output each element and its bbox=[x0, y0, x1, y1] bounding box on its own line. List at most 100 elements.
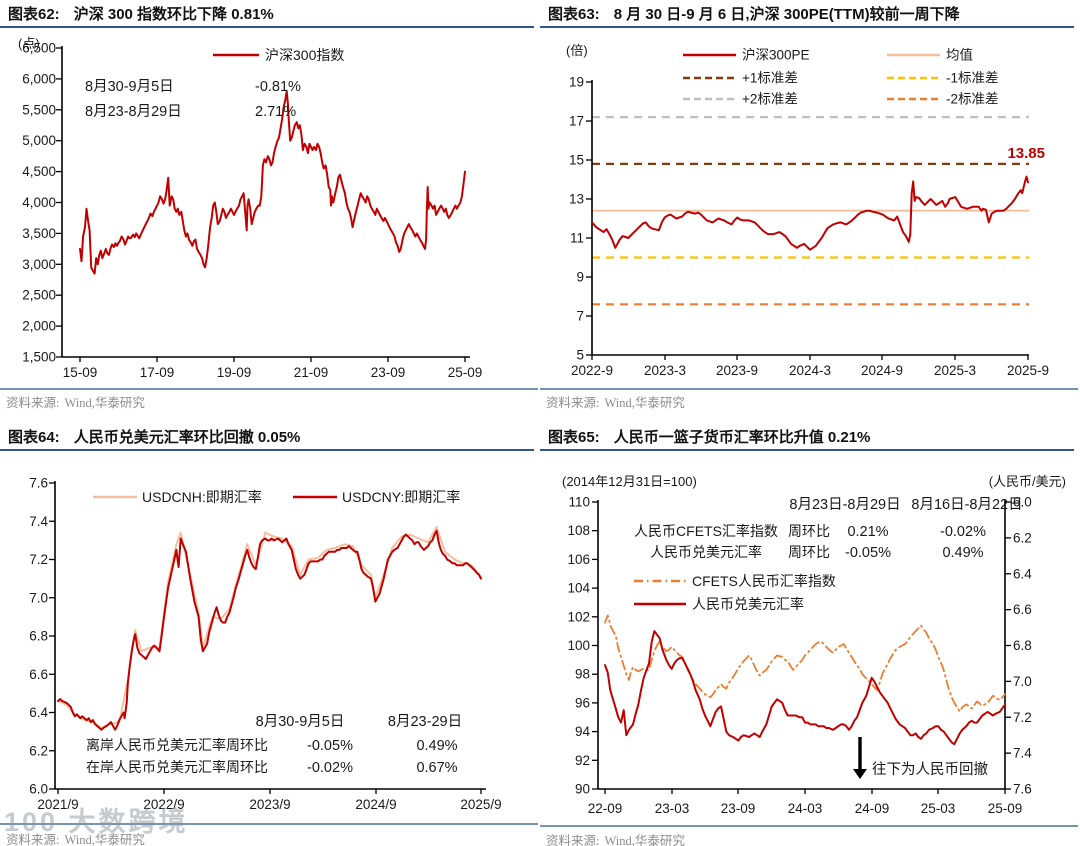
y-tick-label: 5,500 bbox=[22, 102, 56, 117]
figure-65-number: 图表65: bbox=[548, 429, 600, 446]
footer-divider bbox=[0, 823, 538, 825]
y-axis-unit: (倍) bbox=[566, 43, 588, 58]
table-row-sublabel: 周环比 bbox=[788, 544, 830, 560]
figure-64-title-text: 人民币兑美元汇率环比回撤 0.05% bbox=[73, 429, 301, 446]
y-tick-label: 92 bbox=[575, 753, 590, 768]
y-tick-label: 102 bbox=[567, 609, 590, 624]
x-tick-label: 2024-9 bbox=[861, 363, 903, 378]
table-header: 8月16日-8月22日 bbox=[911, 497, 1022, 513]
x-tick-label: 19-09 bbox=[217, 365, 252, 380]
watermark-logo: 100 大数跨境 bbox=[4, 807, 189, 837]
source-label: 资料来源: bbox=[546, 834, 600, 846]
annotation-value: -0.81% bbox=[255, 79, 301, 95]
table-row-label: 人民币CFETS汇率指数 bbox=[634, 523, 778, 539]
arrow-note: 往下为人民币回撤 bbox=[872, 761, 988, 778]
figure-65-title-text: 人民币一篮子货币汇率环比升值 0.21% bbox=[613, 429, 871, 446]
y-tick-label: 6.8 bbox=[29, 629, 48, 644]
x-tick-label: 25-09 bbox=[988, 801, 1023, 816]
title-divider bbox=[540, 449, 1074, 451]
table-row-sublabel: 周环比 bbox=[788, 523, 830, 539]
table-header: 8月23-29日 bbox=[388, 714, 462, 730]
footer-divider bbox=[540, 388, 1078, 390]
source-label: 资料来源: bbox=[546, 396, 600, 410]
annotation-period: 8月23-8月29日 bbox=[85, 104, 182, 120]
y-tick-label: 5,000 bbox=[22, 133, 56, 148]
legend-label: CFETS人民币汇率指数 bbox=[692, 573, 836, 589]
source-label: 资料来源: bbox=[6, 396, 60, 410]
x-tick-label: 23-09 bbox=[721, 801, 756, 816]
annotation-period: 8月30-9月5日 bbox=[85, 79, 174, 95]
figure-64-panel: 图表64: 人民币兑美元汇率环比回撤 0.05% 7.6 7.4 7.2 7.0 6.8 6… bbox=[0, 423, 540, 846]
x-tick-label: 2022/9 bbox=[143, 797, 184, 812]
table-value: 0.49% bbox=[416, 738, 457, 754]
source-value: Wind,华泰研究 bbox=[604, 396, 685, 410]
y-right-tick-label: 6.4 bbox=[1013, 566, 1032, 581]
x-tick-label: 2021/9 bbox=[37, 797, 78, 812]
y-tick-label: 98 bbox=[575, 667, 590, 682]
y-tick-label: 15 bbox=[569, 153, 584, 168]
left-axis-unit: (2014年12月31日=100) bbox=[562, 474, 697, 489]
title-divider bbox=[0, 26, 534, 28]
y-tick-label: 7.4 bbox=[29, 514, 48, 529]
y-tick-label: 11 bbox=[570, 231, 584, 246]
figure-63-panel: 图表63: 8 月 30 日-9 月 6 日,沪深 300PE(TTM)较前一周下… bbox=[540, 0, 1080, 423]
x-tick-label: 2022-9 bbox=[571, 363, 613, 378]
x-tick-label: 17-09 bbox=[140, 365, 175, 380]
x-tick-label: 24-03 bbox=[788, 801, 823, 816]
legend-label: 沪深300PE bbox=[742, 48, 810, 63]
table-value: -0.02% bbox=[940, 524, 986, 540]
table-row-label: 在岸人民币兑美元汇率周环比 bbox=[86, 759, 268, 775]
y-tick-label: 19 bbox=[569, 75, 584, 90]
table-value: -0.02% bbox=[307, 760, 353, 776]
figure-63-number: 图表63: bbox=[548, 6, 600, 23]
series-CFETS人民币汇率指数 bbox=[604, 614, 1006, 713]
y-tick-label: 4,000 bbox=[22, 195, 56, 210]
annotation-value: 2.71% bbox=[255, 104, 296, 120]
title-divider bbox=[0, 449, 534, 451]
figure-65-panel: 图表65: 人民币一篮子货币汇率环比升值 0.21% 110 108 106 104 10… bbox=[540, 423, 1080, 846]
figure-62-title-text: 沪深 300 指数环比下降 0.81% bbox=[73, 6, 274, 23]
y-tick-label: 7 bbox=[576, 309, 584, 324]
x-tick-label: 2023/9 bbox=[249, 797, 290, 812]
x-tick-label: 2025-9 bbox=[1007, 363, 1049, 378]
y-right-tick-label: 7.2 bbox=[1013, 710, 1032, 725]
y-tick-label: 6.0 bbox=[29, 782, 48, 797]
legend-label: -2标准差 bbox=[946, 92, 999, 107]
y-right-tick-label: 6.8 bbox=[1013, 638, 1032, 653]
figure-62-number: 图表62: bbox=[8, 6, 60, 23]
source-note: 资料来源: Wind,华泰研究 bbox=[6, 829, 145, 846]
table-row-label: 人民币兑美元汇率 bbox=[650, 544, 762, 560]
series-沪深300指数 bbox=[79, 90, 466, 275]
y-tick-label: 2,500 bbox=[22, 288, 56, 303]
x-tick-label: 15-09 bbox=[63, 365, 98, 380]
table-value: 0.21% bbox=[847, 524, 888, 540]
legend-label: -1标准差 bbox=[946, 71, 999, 86]
table-row-label: 离岸人民币兑美元汇率周环比 bbox=[86, 737, 268, 753]
y-right-tick-label: 7.0 bbox=[1013, 674, 1032, 689]
source-note: 资料来源: Wind,华泰研究 bbox=[546, 392, 685, 411]
x-tick-label: 23-03 bbox=[655, 801, 690, 816]
legend-label: +1标准差 bbox=[742, 71, 798, 86]
figure-65-chart: 110 108 106 104 102 100 98 96 94 92 90 6.0 6.2 6.4 6.6… bbox=[567, 495, 1032, 817]
y-tick-label: 2,000 bbox=[22, 319, 56, 334]
y-tick-label: 1,500 bbox=[22, 350, 56, 365]
x-tick-label: 2024/9 bbox=[355, 797, 396, 812]
y-right-tick-label: 6.6 bbox=[1013, 602, 1032, 617]
table-header: 8月23日-8月29日 bbox=[789, 497, 900, 513]
table-value: 0.49% bbox=[942, 545, 983, 561]
y-tick-label: 7.6 bbox=[29, 476, 48, 491]
legend-label: +2标准差 bbox=[742, 92, 798, 107]
y-tick-label: 6.4 bbox=[29, 705, 48, 720]
legend-label: 均值 bbox=[946, 48, 973, 63]
footer-divider bbox=[0, 388, 538, 390]
y-tick-label: 6.6 bbox=[29, 667, 48, 682]
x-tick-label: 21-09 bbox=[294, 365, 329, 380]
y-tick-label: 96 bbox=[575, 695, 590, 710]
legend-label: 沪深300指数 bbox=[265, 47, 344, 63]
y-tick-label: 94 bbox=[575, 724, 591, 739]
y-right-tick-label: 7.4 bbox=[1013, 746, 1032, 761]
series-人民币兑美元汇率 bbox=[604, 630, 1006, 746]
series-USDCNY:即期汇率 bbox=[57, 529, 482, 731]
figure-63-title-text: 8 月 30 日-9 月 6 日,沪深 300PE(TTM)较前一周下降 bbox=[613, 6, 960, 23]
